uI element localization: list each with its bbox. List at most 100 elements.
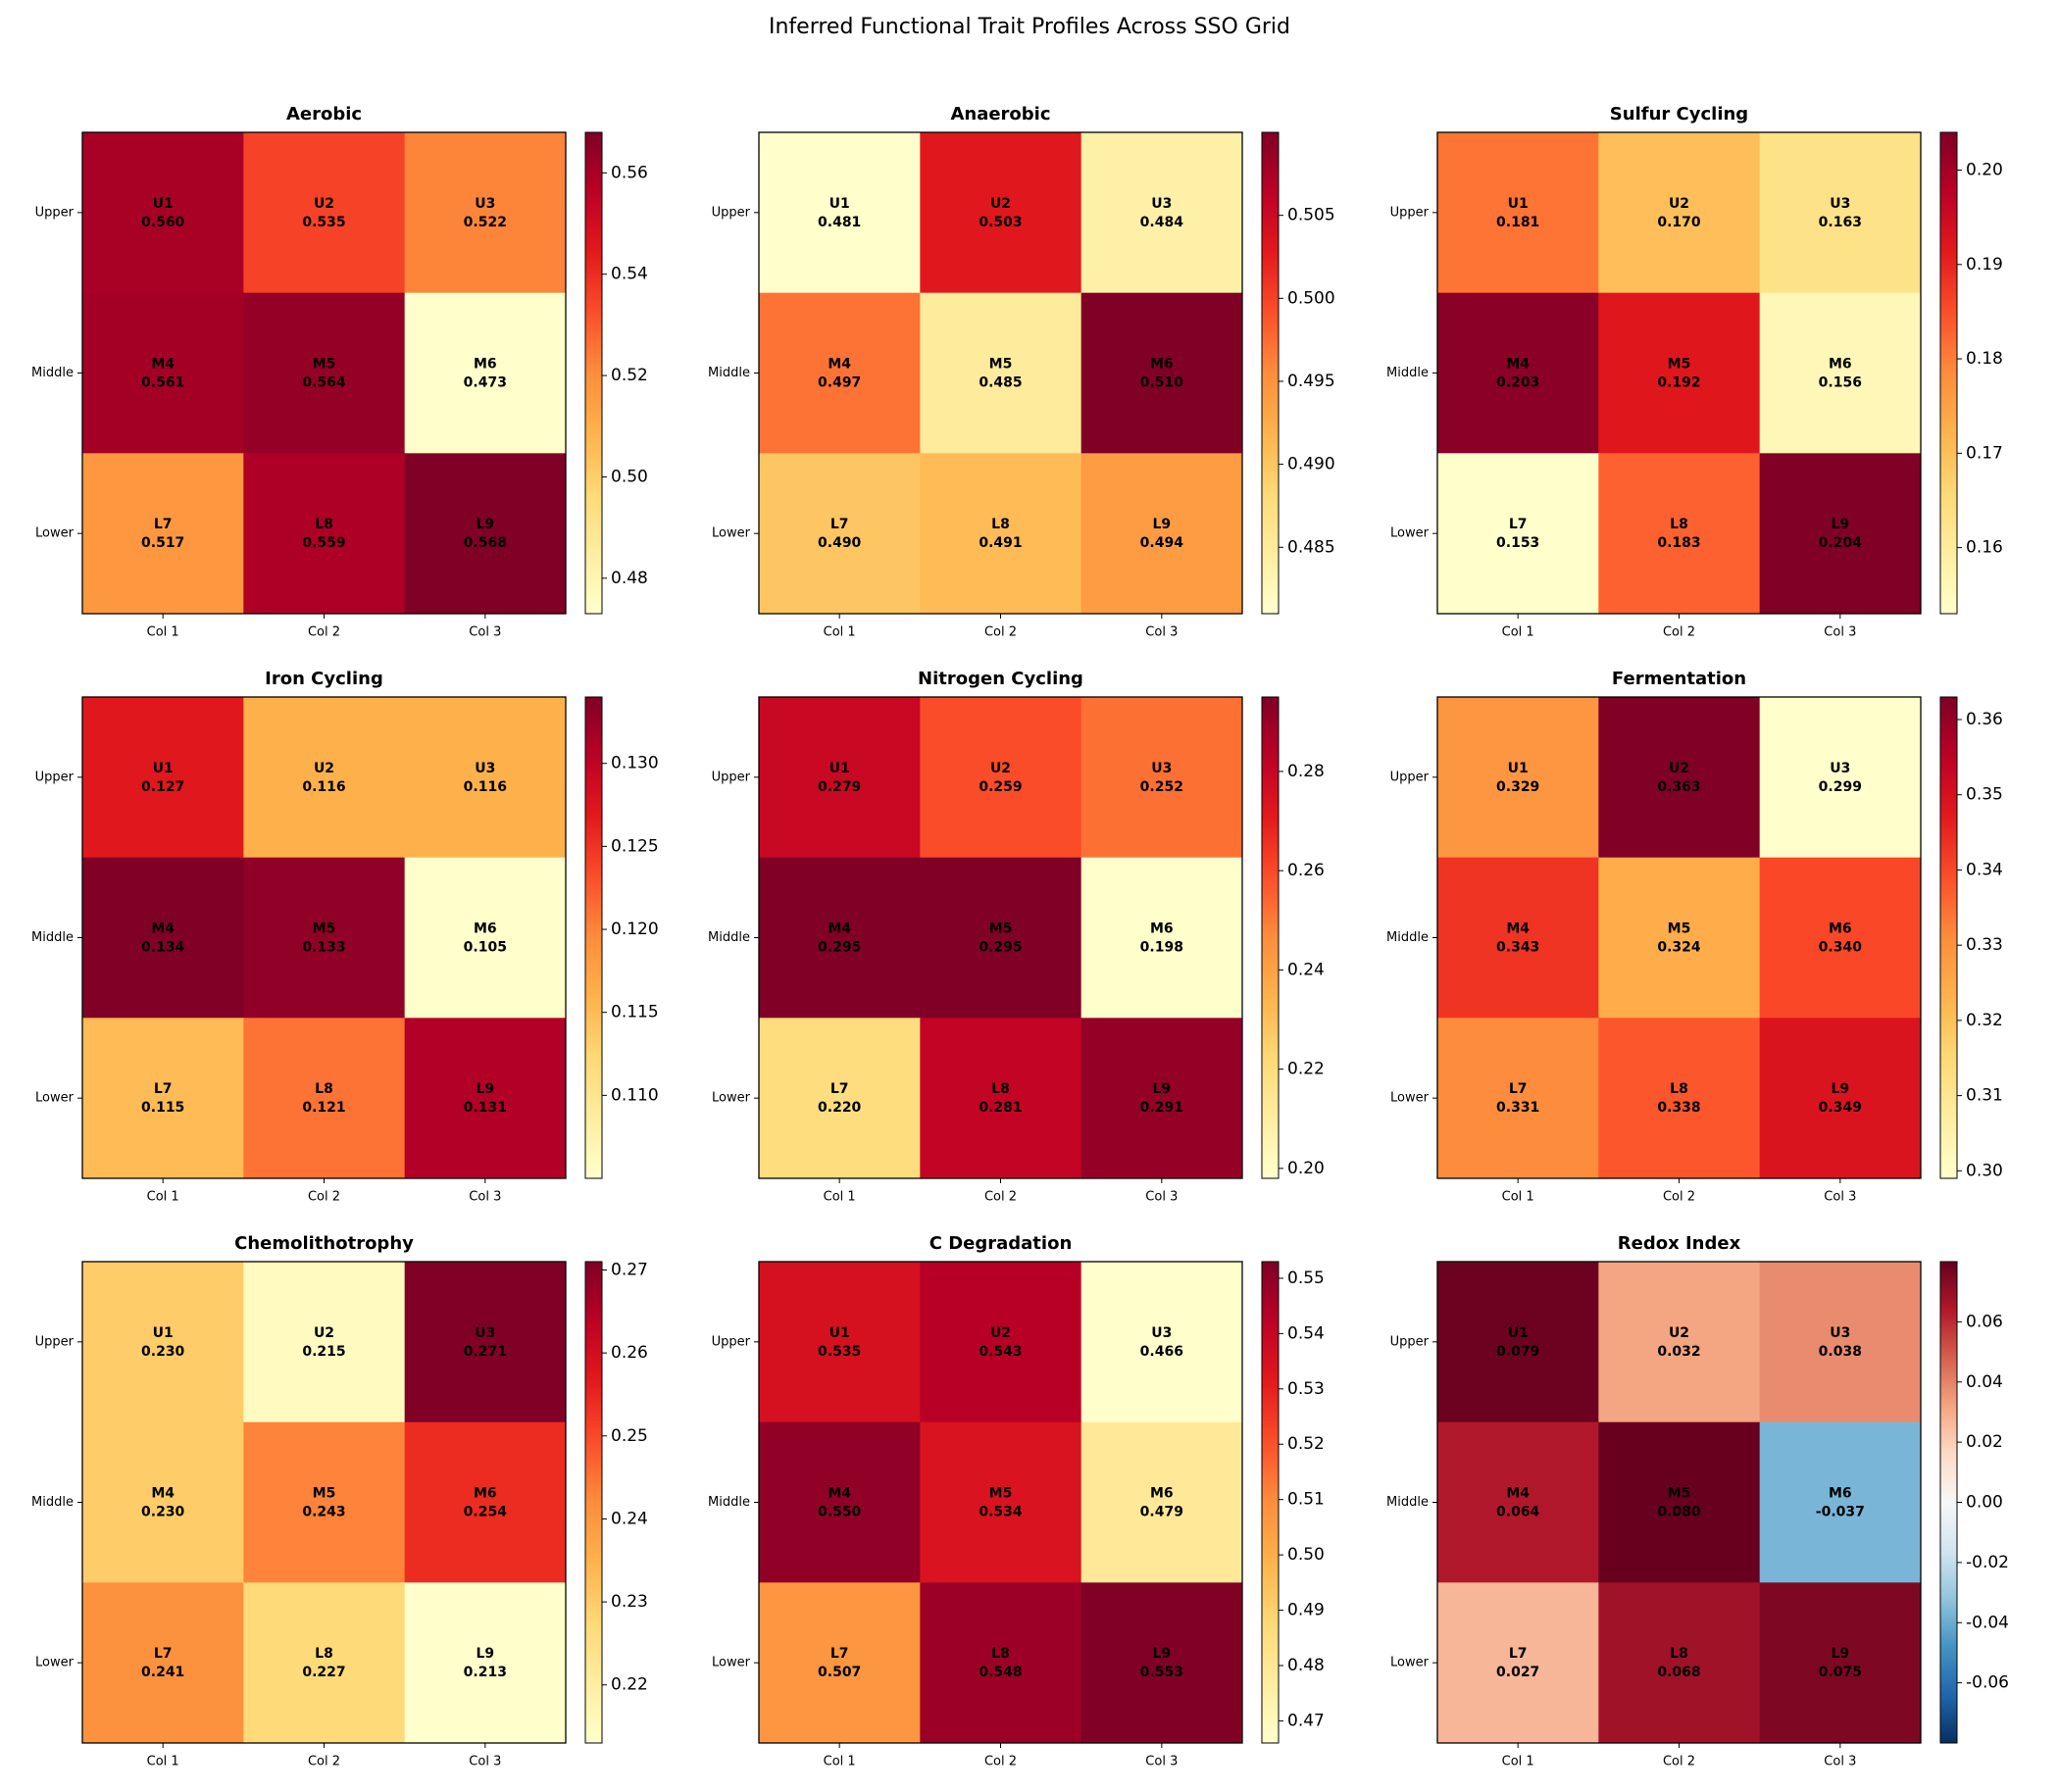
heatmap-cell — [920, 292, 1082, 454]
x-tick-label: Col 3 — [1145, 1755, 1178, 1769]
cell-value-label: 0.291 — [1140, 1100, 1183, 1116]
cell-value-label: 0.331 — [1496, 1100, 1539, 1116]
x-tick-label: Col 1 — [147, 1755, 179, 1769]
heatmap-cell — [759, 1262, 921, 1423]
cell-id: L9 — [1152, 517, 1171, 532]
cell-value-label: 0.121 — [302, 1100, 345, 1116]
cell-id: M6 — [1829, 1486, 1852, 1502]
cell-value-label: 0.324 — [1657, 940, 1701, 956]
heatmap-cell — [82, 1018, 244, 1179]
x-tick-label: Col 3 — [1824, 625, 1856, 640]
colorbar-tick-label: 0.51 — [1287, 1490, 1325, 1510]
heatmap-cell — [1437, 292, 1599, 454]
colorbar-tick-label: 0.20 — [1287, 1159, 1325, 1178]
heatmap-cell — [243, 857, 406, 1019]
y-tick-label: Middle — [1386, 1495, 1429, 1510]
cell-value-label: 0.203 — [1496, 375, 1539, 391]
heatmap-cell — [759, 453, 921, 615]
cell-id: L7 — [1509, 1646, 1528, 1662]
colorbar — [584, 131, 603, 615]
heatmap-cell — [243, 1262, 406, 1423]
cell-value-label: 0.181 — [1496, 215, 1539, 230]
colorbar-tick-label: 0.28 — [1287, 762, 1325, 781]
cell-value-label: 0.522 — [464, 215, 507, 230]
cell-value-label: 0.340 — [1819, 940, 1863, 956]
colorbar-tick-label: 0.49 — [1287, 1601, 1325, 1620]
colorbar-tick-label: 0.485 — [1287, 537, 1335, 557]
cell-id: L9 — [1152, 1646, 1171, 1662]
cell-id: M4 — [828, 921, 851, 937]
heatmap-cell — [243, 697, 406, 859]
cell-value-label: 0.192 — [1657, 375, 1700, 391]
cell-value-label: 0.271 — [464, 1344, 507, 1360]
cell-id: U3 — [1830, 1325, 1850, 1341]
colorbar-tick-label: 0.30 — [1966, 1161, 2003, 1180]
x-tick-label: Col 1 — [824, 625, 856, 640]
cell-value-label: 0.295 — [818, 940, 861, 956]
colorbar-tick-label: 0.115 — [611, 1003, 659, 1022]
colorbar-tick-label: 0.54 — [1287, 1323, 1325, 1343]
cell-value-label: 0.485 — [979, 375, 1022, 391]
cell-id: L7 — [1509, 517, 1528, 532]
cell-value-label: 0.494 — [1140, 535, 1184, 551]
y-tick-label: Upper — [35, 205, 75, 220]
x-tick-label: Col 1 — [147, 1190, 179, 1205]
colorbar-tick-label: 0.505 — [1287, 206, 1335, 225]
y-tick-label: Upper — [1390, 770, 1430, 784]
cell-id: U3 — [1830, 196, 1850, 212]
x-tick-label: Col 2 — [308, 625, 340, 640]
heatmap-cell — [404, 697, 567, 859]
cell-id: U1 — [153, 196, 174, 212]
cell-value-label: 0.075 — [1819, 1665, 1862, 1680]
heatmap-cell — [1437, 1582, 1599, 1744]
heatmap-cell — [404, 1582, 567, 1744]
heatmap-cell — [82, 1421, 244, 1583]
y-tick-label: Lower — [35, 1091, 75, 1106]
cell-value-label: 0.230 — [141, 1344, 185, 1360]
cell-value-label: 0.548 — [979, 1665, 1022, 1680]
colorbar-tick-label: 0.490 — [1287, 455, 1335, 474]
heatmap-cell — [759, 1582, 921, 1744]
cell-id: M4 — [1506, 921, 1530, 937]
cell-value-label: 0.295 — [979, 940, 1022, 956]
y-tick-label: Lower — [1390, 1656, 1430, 1670]
y-tick-label: Middle — [31, 1495, 74, 1510]
heatmap-cell — [1598, 453, 1761, 615]
cell-value-label: 0.156 — [1819, 375, 1862, 391]
cell-id: M6 — [1150, 921, 1174, 937]
cell-value-label: 0.503 — [979, 215, 1022, 230]
colorbar-tick-label: 0.22 — [611, 1675, 648, 1695]
panel-title: Anaerobic — [950, 104, 1050, 124]
cell-id: M4 — [828, 1486, 851, 1502]
colorbar-tick-label: 0.24 — [1287, 960, 1325, 979]
colorbar-tick-label: 0.53 — [1287, 1379, 1325, 1399]
cell-value-label: 0.116 — [302, 779, 345, 795]
heatmap-cell — [404, 857, 567, 1019]
cell-id: M6 — [1150, 357, 1174, 373]
colorbar-tick-label: 0.20 — [1966, 161, 2003, 180]
cell-id: M5 — [313, 921, 336, 937]
heatmap-cell — [404, 292, 567, 454]
cell-value-label: 0.491 — [979, 535, 1022, 551]
cell-value-label: 0.252 — [1140, 779, 1183, 795]
heatmap-cell — [759, 292, 921, 454]
cell-id: U3 — [475, 761, 495, 776]
heatmap-cell — [1598, 857, 1761, 1019]
panel-title: Chemolithotrophy — [234, 1233, 414, 1254]
cell-value-label: 0.553 — [1140, 1665, 1183, 1680]
colorbar-tick-label: 0.26 — [1287, 861, 1325, 880]
cell-id: U1 — [829, 1325, 850, 1341]
y-tick-label: Lower — [712, 526, 751, 541]
cell-value-label: 0.363 — [1657, 779, 1700, 795]
cell-id: M6 — [474, 921, 497, 937]
heatmap-cell — [1080, 1018, 1243, 1179]
heatmap-cell — [1759, 292, 1922, 454]
cell-id: U3 — [1151, 196, 1172, 212]
cell-id: U1 — [829, 196, 850, 212]
panel-title: Aerobic — [286, 104, 362, 124]
cell-value-label: 0.568 — [464, 535, 507, 551]
colorbar-tick-label: -0.06 — [1966, 1673, 2009, 1693]
heatmap-cell — [1080, 1421, 1243, 1583]
colorbar-tick-label: 0.34 — [1966, 860, 2003, 879]
cell-value-label: 0.560 — [141, 215, 185, 230]
